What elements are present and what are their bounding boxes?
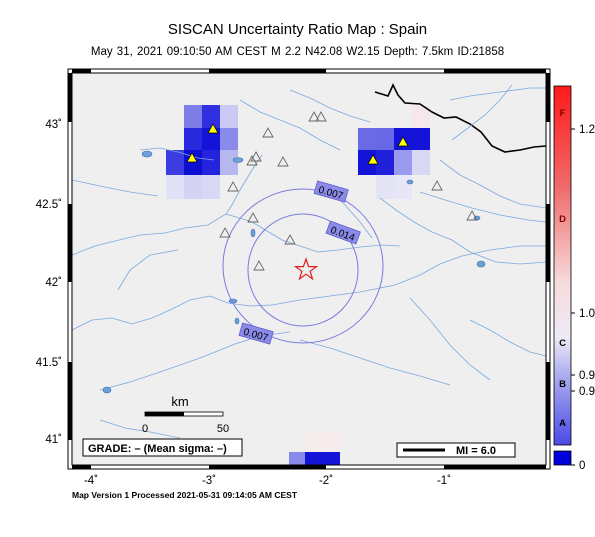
station-triangle-icon <box>315 111 327 122</box>
active-station-icon <box>186 152 198 163</box>
x-tick-label: -3˚ <box>202 475 216 487</box>
scale-bar: km 0 50 <box>142 394 229 435</box>
y-axis: 43˚ 42.5˚ 42˚ 41.5˚ 41˚ <box>36 119 62 446</box>
station-markers <box>219 111 478 271</box>
processing-footer: Map Version 1 Processed 2021-05-31 09:14… <box>72 490 298 500</box>
active-station-icon <box>207 123 219 134</box>
x-tick-label: -2˚ <box>319 475 333 487</box>
active-station-markers <box>186 123 409 165</box>
station-triangle-icon <box>246 155 258 166</box>
mi-legend: MI = 6.0 <box>396 442 516 458</box>
y-tick-label: 42˚ <box>45 277 62 289</box>
uncertainty-grid <box>166 105 430 465</box>
lakes <box>102 150 486 394</box>
colorbar-grade-letter: F <box>560 108 566 119</box>
map-subtitle: May 31, 2021 09:10:50 AM CEST M 2.2 N42.… <box>90 46 505 58</box>
station-triangle-icon <box>247 212 259 223</box>
map-title: SISCAN Uncertainty Ratio Map : Spain <box>167 21 428 38</box>
colorbar: 1.2 1.0 0.9 0.9 0 F D C B A <box>553 85 595 472</box>
station-triangle-icon <box>466 210 478 221</box>
x-tick-label: -4˚ <box>84 475 98 487</box>
station-triangle-icon <box>219 227 231 238</box>
grade-text: GRADE: – (Mean sigma: –) <box>88 443 227 455</box>
x-tick-label: -1˚ <box>437 475 451 487</box>
grade-box: GRADE: – (Mean sigma: –) <box>82 438 243 457</box>
colorbar-tick-label: 0.9 <box>579 370 595 382</box>
station-triangle-icon <box>262 127 274 138</box>
colorbar-tick-label: 1.2 <box>579 124 595 136</box>
colorbar-grade-letter: D <box>559 214 566 225</box>
colorbar-tick-label: 0.9 <box>579 386 595 398</box>
map-frame <box>67 68 551 470</box>
scale-bar-title: km <box>171 394 188 409</box>
colorbar-grade-letter: A <box>559 418 566 429</box>
uncertainty-contours <box>222 188 384 344</box>
station-triangle-icon <box>253 260 265 271</box>
national-border <box>374 83 546 153</box>
station-triangle-icon <box>277 156 289 167</box>
epicenter-star-icon <box>293 257 319 281</box>
active-station-icon <box>397 136 409 147</box>
colorbar-tick-label: 1.0 <box>579 308 595 320</box>
active-station-icon <box>367 154 379 165</box>
y-tick-label: 43˚ <box>45 119 62 131</box>
colorbar-grade-letter: B <box>559 379 566 390</box>
scale-bar-tick: 0 <box>142 423 148 435</box>
colorbar-grade-letter: C <box>559 338 566 349</box>
scale-bar-tick: 50 <box>217 423 229 435</box>
station-triangle-icon <box>308 111 320 122</box>
station-triangle-icon <box>284 234 296 245</box>
mi-legend-text: MI = 6.0 <box>456 445 496 457</box>
y-tick-label: 41.5˚ <box>36 357 62 369</box>
station-triangle-icon <box>431 180 443 191</box>
map-background <box>72 73 546 465</box>
y-tick-label: 41˚ <box>45 434 62 446</box>
y-tick-label: 42.5˚ <box>36 199 62 211</box>
colorbar-tick-label: 0 <box>579 460 585 472</box>
station-triangle-icon <box>250 151 262 162</box>
x-axis: -4˚ -3˚ -2˚ -1˚ <box>84 475 451 487</box>
station-triangle-icon <box>227 181 239 192</box>
